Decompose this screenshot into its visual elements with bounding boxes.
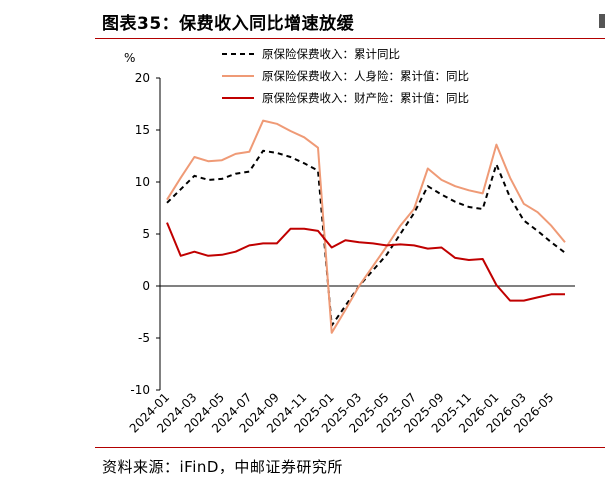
legend-label-0: 原保险保费收入：累计同比 — [262, 47, 400, 61]
legend-label-1: 原保险保费收入：人身险：累计值：同比 — [262, 69, 469, 83]
series-line-0 — [166, 149, 566, 327]
figure-title: 图表35：保费收入同比增速放缓 — [102, 14, 355, 34]
source-note: 资料来源：iFinD，中邮证券研究所 — [102, 458, 343, 476]
series-line-1 — [166, 119, 566, 334]
series-line-2 — [166, 222, 565, 302]
edge-marker — [599, 14, 605, 28]
y-tick-label: -5 — [138, 331, 150, 345]
y-axis-unit: % — [124, 51, 135, 65]
source-rule — [95, 447, 605, 448]
y-tick-label: 5 — [142, 227, 150, 241]
y-tick-label: 10 — [135, 175, 150, 189]
y-tick-label: 15 — [135, 123, 150, 137]
y-tick-label: 0 — [142, 279, 150, 293]
y-tick-label: -10 — [130, 383, 150, 397]
legend-label-2: 原保险保费收入：财产险：累计值：同比 — [262, 91, 469, 105]
y-tick-label: 20 — [135, 71, 150, 85]
title-rule — [95, 38, 605, 39]
